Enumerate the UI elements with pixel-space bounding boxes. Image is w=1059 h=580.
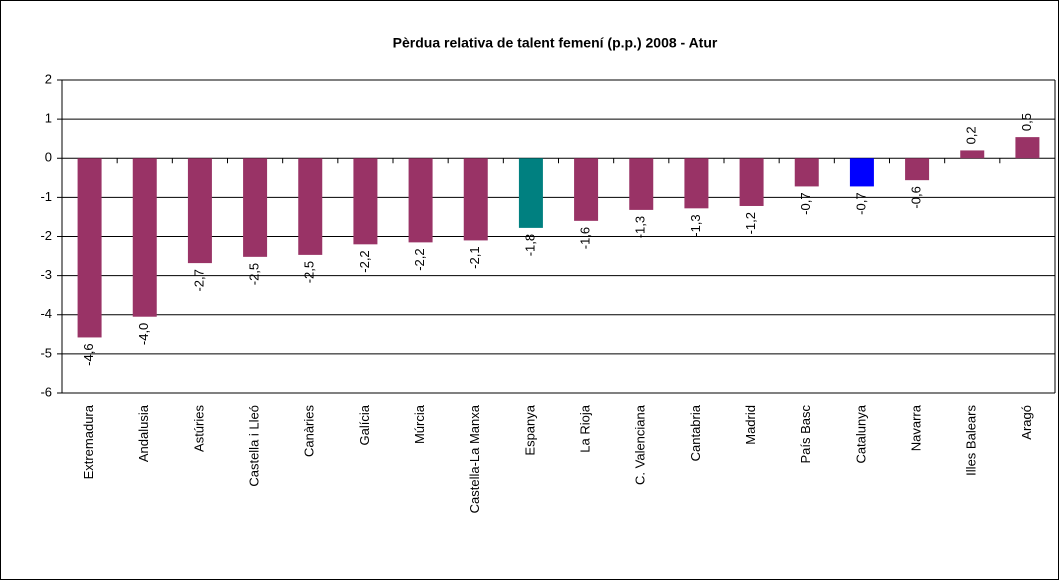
data-label: -2,7 — [191, 269, 206, 291]
x-tick-label: Cantabria — [688, 404, 703, 461]
bar — [187, 158, 212, 264]
bar — [408, 158, 433, 243]
bar — [574, 158, 599, 221]
data-label: -1,2 — [743, 212, 758, 234]
x-tick-label: Andalusia — [136, 404, 151, 462]
data-label: -2,5 — [247, 263, 262, 285]
y-tick-label: 1 — [45, 111, 52, 126]
data-label: 0,5 — [1019, 113, 1034, 131]
bar — [794, 158, 819, 187]
data-label: -1,3 — [688, 214, 703, 236]
x-tick-label: La Rioja — [578, 404, 593, 452]
bar — [353, 158, 378, 245]
data-label: -1,3 — [633, 216, 648, 238]
x-tick-label: Catalunya — [853, 404, 868, 463]
data-label: 0,2 — [964, 126, 979, 144]
x-tick-label: Madrid — [743, 405, 758, 445]
x-tick-label: Galícia — [357, 404, 372, 445]
y-tick-label: -2 — [40, 228, 52, 243]
x-tick-label: Astúries — [191, 405, 206, 452]
data-label: -1,6 — [578, 227, 593, 249]
chart-title: Pèrdua relativa de talent femení (p.p.) … — [393, 35, 718, 51]
x-tick-label: Espanya — [522, 404, 537, 455]
bar — [518, 158, 543, 228]
x-tick-label: Múrcia — [412, 404, 427, 444]
data-label: -2,1 — [467, 246, 482, 268]
x-tick-label: Illes Balears — [964, 405, 979, 476]
y-tick-label: -1 — [40, 189, 52, 204]
y-tick-label: -5 — [40, 345, 52, 360]
bar — [463, 158, 488, 241]
x-tick-label: Navarra — [909, 404, 924, 451]
y-tick-label: -6 — [40, 384, 52, 399]
y-tick-label: -3 — [40, 267, 52, 282]
x-tick-label: Canàries — [302, 405, 317, 458]
data-label: -2,2 — [412, 248, 427, 270]
bar — [132, 158, 157, 317]
bar — [739, 158, 764, 206]
data-label: -2,2 — [357, 250, 372, 272]
data-label: -4,6 — [81, 343, 96, 365]
x-tick-label: País Basc — [798, 405, 813, 464]
data-label: -2,5 — [302, 261, 317, 283]
y-tick-label: -4 — [40, 306, 52, 321]
data-label: -0,7 — [798, 192, 813, 214]
bar — [77, 158, 102, 338]
data-label: -4,0 — [136, 323, 151, 345]
x-tick-label: C. Valenciana — [633, 404, 648, 485]
bar — [298, 158, 323, 255]
bar — [1015, 137, 1040, 159]
bar — [849, 158, 874, 187]
x-tick-label: Extremadura — [81, 404, 96, 479]
x-tick-label: Aragó — [1019, 405, 1034, 440]
y-tick-label: 0 — [45, 150, 52, 165]
y-tick-label: 2 — [45, 71, 52, 86]
x-tick-label: Castella i Lleó — [247, 405, 262, 487]
bar — [243, 158, 268, 257]
bar — [960, 150, 985, 159]
data-label: -1,8 — [522, 234, 537, 256]
bar — [905, 158, 930, 181]
x-tick-label: Castella-La Manxa — [467, 404, 482, 513]
data-label: -0,7 — [853, 192, 868, 214]
bar — [684, 158, 709, 209]
data-label: -0,6 — [909, 186, 924, 208]
bar — [629, 158, 654, 210]
